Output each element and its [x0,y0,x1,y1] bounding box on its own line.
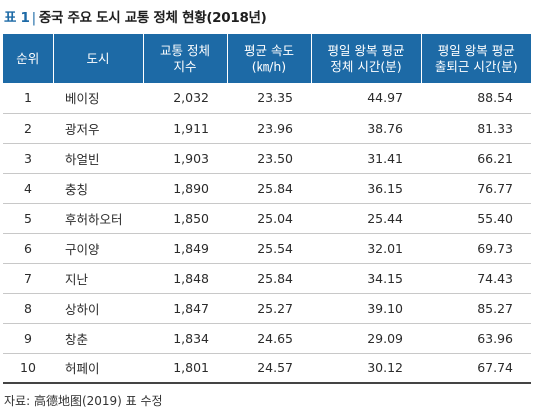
city-cell: 광저우 [53,113,143,144]
congestion-index-cell: 1,890 [143,173,227,204]
city-cell: 구이양 [53,233,143,264]
commute-time-cell: 88.54 [421,83,531,114]
congestion-index-cell: 1,848 [143,263,227,294]
rank-cell: 4 [3,173,53,204]
congestion-time-cell: 38.76 [311,113,421,144]
city-cell: 창춘 [53,323,143,354]
city-cell: 베이징 [53,83,143,114]
table-row: 5 후허하오터 1,850 25.04 25.44 55.40 [3,203,531,234]
commute-time-cell: 63.96 [421,323,531,354]
congestion-time-cell: 32.01 [311,233,421,264]
congestion-index-cell: 1,911 [143,113,227,144]
header-rank: 순위 [3,34,53,83]
table-header-row: 순위 도시 교통 정체 지수 평균 속도 (㎞/h) 평일 왕복 평균 정체 시간(분… [3,34,531,83]
title-divider: | [31,10,37,26]
city-cell: 허페이 [53,353,143,384]
average-speed-cell: 25.54 [227,233,311,264]
table-row: 10 허페이 1,801 24.57 30.12 67.74 [3,353,531,384]
rank-cell: 2 [3,113,53,144]
congestion-table: 순위 도시 교통 정체 지수 평균 속도 (㎞/h) 평일 왕복 평균 정체 시간(분… [3,34,531,384]
congestion-time-cell: 30.12 [311,353,421,384]
average-speed-cell: 23.96 [227,113,311,144]
table-row: 7 지난 1,848 25.84 34.15 74.43 [3,263,531,294]
average-speed-cell: 25.84 [227,263,311,294]
header-congestion-index: 교통 정체 지수 [142,34,227,83]
commute-time-cell: 76.77 [421,173,531,204]
rank-cell: 1 [3,83,53,114]
rank-cell: 5 [3,203,53,234]
congestion-time-cell: 25.44 [311,203,421,234]
table-title: 표 1 | 중국 주요 도시 교통 정체 현황(2018년) [4,6,267,26]
city-cell: 지난 [53,263,143,294]
city-cell: 하얼빈 [53,143,143,174]
congestion-index-cell: 1,903 [143,143,227,174]
city-cell: 상하이 [53,293,143,324]
commute-time-cell: 74.43 [421,263,531,294]
rank-cell: 7 [3,263,53,294]
congestion-time-cell: 31.41 [311,143,421,174]
average-speed-cell: 23.35 [227,83,311,114]
commute-time-cell: 66.21 [421,143,531,174]
commute-time-cell: 67.74 [421,353,531,384]
average-speed-cell: 23.50 [227,143,311,174]
table-row: 6 구이양 1,849 25.54 32.01 69.73 [3,233,531,264]
congestion-time-cell: 39.10 [311,293,421,324]
header-city: 도시 [52,34,143,83]
table-row: 2 광저우 1,911 23.96 38.76 81.33 [3,113,531,144]
header-average-speed: 평균 속도 (㎞/h) [226,34,311,83]
congestion-index-cell: 1,850 [143,203,227,234]
table-row: 3 하얼빈 1,903 23.50 31.41 66.21 [3,143,531,174]
congestion-index-cell: 1,801 [143,353,227,384]
rank-cell: 8 [3,293,53,324]
commute-time-cell: 81.33 [421,113,531,144]
congestion-time-cell: 29.09 [311,323,421,354]
congestion-index-cell: 1,834 [143,323,227,354]
header-commute-time: 평일 왕복 평균 출퇴근 시간(분) [420,34,531,83]
rank-cell: 6 [3,233,53,264]
commute-time-cell: 55.40 [421,203,531,234]
table-row: 1 베이징 2,032 23.35 44.97 88.54 [3,83,531,114]
congestion-time-cell: 44.97 [311,83,421,114]
congestion-time-cell: 34.15 [311,263,421,294]
rank-cell: 9 [3,323,53,354]
rank-cell: 3 [3,143,53,174]
city-cell: 충칭 [53,173,143,204]
commute-time-cell: 85.27 [421,293,531,324]
table-title-text: 중국 주요 도시 교통 정체 현황(2018년) [38,10,267,26]
table-number: 표 1 [4,10,30,26]
rank-cell: 10 [3,353,53,384]
table-row: 9 창춘 1,834 24.65 29.09 63.96 [3,323,531,354]
congestion-index-cell: 2,032 [143,83,227,114]
congestion-time-cell: 36.15 [311,173,421,204]
average-speed-cell: 25.84 [227,173,311,204]
commute-time-cell: 69.73 [421,233,531,264]
average-speed-cell: 24.65 [227,323,311,354]
city-cell: 후허하오터 [53,203,143,234]
source-note: 자료: 高德地图(2019) 표 수정 [4,394,163,408]
average-speed-cell: 25.04 [227,203,311,234]
table-row: 4 충칭 1,890 25.84 36.15 76.77 [3,173,531,204]
header-congestion-time: 평일 왕복 평균 정체 시간(분) [310,34,421,83]
average-speed-cell: 25.27 [227,293,311,324]
congestion-index-cell: 1,847 [143,293,227,324]
table-row: 8 상하이 1,847 25.27 39.10 85.27 [3,293,531,324]
congestion-index-cell: 1,849 [143,233,227,264]
average-speed-cell: 24.57 [227,353,311,384]
